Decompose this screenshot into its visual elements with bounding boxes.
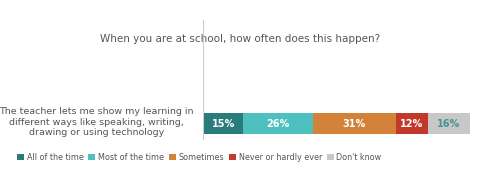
- Text: When you are at school, how often does this happen?: When you are at school, how often does t…: [100, 34, 380, 44]
- Text: The teacher lets me show my learning in
different ways like speaking, writing,
d: The teacher lets me show my learning in …: [0, 107, 193, 137]
- Bar: [243, 113, 312, 134]
- Text: 12%: 12%: [400, 119, 423, 129]
- Bar: [396, 113, 428, 134]
- Bar: [203, 113, 243, 134]
- Text: 26%: 26%: [266, 119, 289, 129]
- Bar: [428, 113, 470, 134]
- Text: 16%: 16%: [437, 119, 461, 129]
- Text: 31%: 31%: [343, 119, 366, 129]
- Bar: [312, 113, 396, 134]
- Legend: All of the time, Most of the time, Sometimes, Never or hardly ever, Don't know: All of the time, Most of the time, Somet…: [13, 150, 385, 165]
- Text: 15%: 15%: [212, 119, 235, 129]
